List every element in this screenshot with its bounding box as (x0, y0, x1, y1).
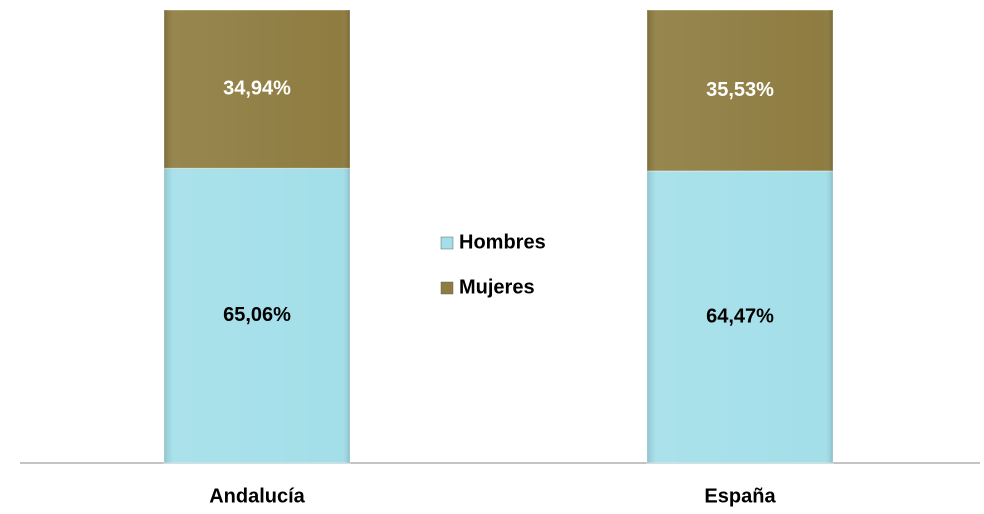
bar-shade (647, 170, 833, 463)
x-tick-label: Andalucía (209, 485, 305, 507)
bar-shade (164, 10, 350, 169)
legend-label: Hombres (459, 231, 546, 253)
data-label: 35,53% (706, 79, 774, 101)
legend-swatch (440, 281, 454, 295)
bar-shade (164, 168, 350, 463)
legend-swatch (440, 236, 454, 250)
bar-shade (647, 10, 833, 171)
x-tick-label: España (704, 485, 776, 507)
legend-label: Mujeres (459, 276, 535, 298)
data-label: 65,06% (223, 304, 291, 326)
data-label: 64,47% (706, 305, 774, 327)
data-label: 34,94% (223, 77, 291, 99)
